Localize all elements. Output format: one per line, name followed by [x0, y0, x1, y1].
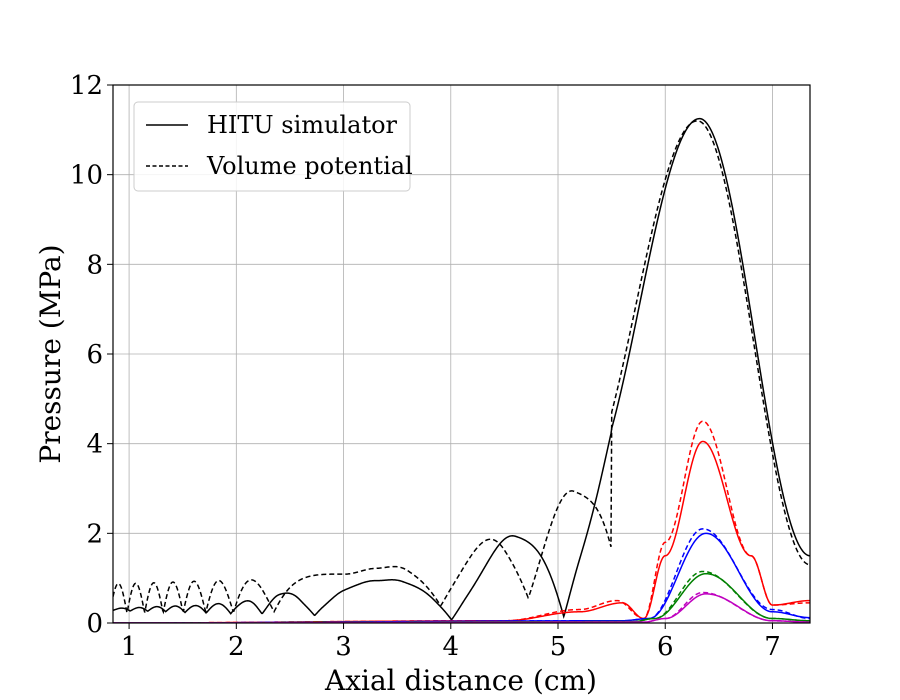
y-tick-label: 10: [70, 161, 103, 191]
legend: HITU simulator Volume potential: [133, 101, 413, 192]
y-tick-label: 2: [86, 519, 103, 549]
x-tick-label: 7: [764, 632, 781, 662]
y-axis-title: Pressure (MPa): [34, 244, 67, 463]
x-tick-label: 2: [228, 632, 245, 662]
x-axis-title: Axial distance (cm): [324, 664, 597, 697]
x-tick-label: 6: [657, 632, 674, 662]
y-tick-label: 12: [70, 71, 103, 101]
x-tick-label: 1: [121, 632, 138, 662]
legend-label-hitu: HITU simulator: [207, 111, 398, 139]
y-tick-label: 6: [86, 340, 103, 370]
y-tick-label: 0: [86, 609, 103, 639]
x-tick-label: 3: [335, 632, 352, 662]
legend-label-volume: Volume potential: [206, 152, 413, 180]
series-line-1: [113, 120, 810, 615]
x-tick-label: 5: [550, 632, 567, 662]
x-tick-label: 4: [443, 632, 460, 662]
series-line-0: [113, 117, 810, 621]
y-tick-label: 4: [86, 430, 103, 460]
legend-box: [133, 101, 411, 192]
y-tick-label: 8: [86, 250, 103, 280]
